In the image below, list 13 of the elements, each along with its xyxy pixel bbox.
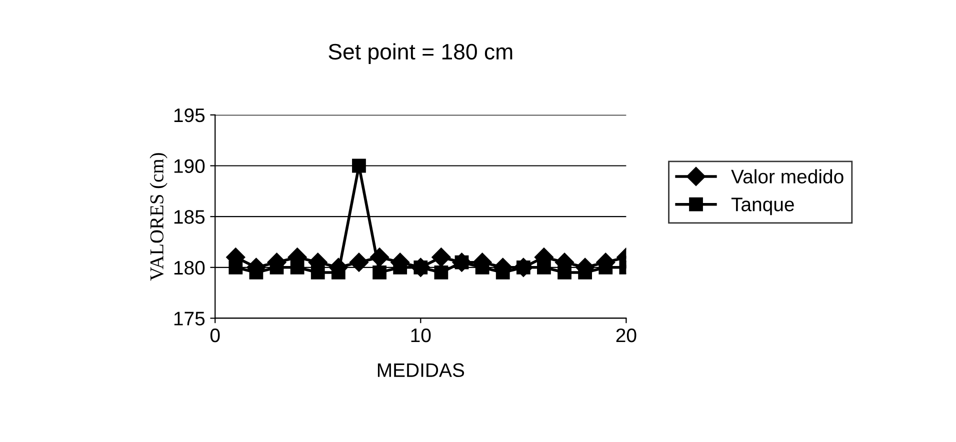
y-tick-label: 175 — [174, 312, 205, 326]
chart-title: Set point = 180 cm — [328, 43, 512, 64]
y-tick-label: 180 — [174, 260, 205, 275]
legend-label: Tanque — [731, 198, 794, 216]
x-axis-title: MEDIDAS — [378, 363, 464, 378]
y-tick-label: 190 — [174, 159, 205, 173]
y-tick-label: 185 — [174, 210, 205, 224]
y-axis-title: VALORES (cm) — [150, 153, 168, 281]
x-tick-label: 0 — [210, 328, 220, 342]
legend-label: Valor medido — [731, 169, 844, 184]
x-tick-label: 20 — [616, 328, 636, 342]
x-tick-label: 10 — [411, 328, 431, 342]
y-tick-label: 195 — [174, 108, 205, 122]
